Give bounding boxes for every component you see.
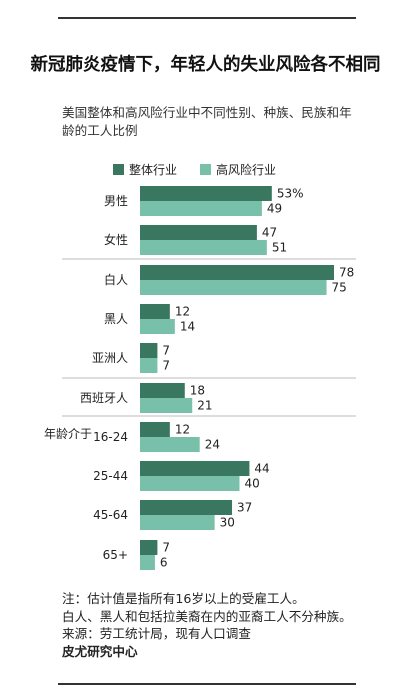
age-group-label: 年龄介于 [44,427,92,441]
value-label-high-risk-age-25-44: 40 [244,477,259,491]
value-label-high-risk-hispanic: 21 [197,399,212,413]
group-dividers [62,258,356,417]
value-label-overall-male: 53% [277,187,304,201]
bar-high-risk-age-45-64 [140,515,215,530]
value-label-overall-female: 47 [262,226,277,240]
legend-swatch-overall [113,164,124,175]
category-label-age-25-44: 25-44 [93,469,128,483]
value-label-overall-age-25-44: 44 [254,462,269,476]
bar-overall-age-65-plus [140,540,158,555]
bar-overall-age-16-24 [140,422,170,437]
footer: 注：估计值是指所有16岁以上的受雇工人。 白人、黑人和包括拉美裔在内的亚裔工人不… [62,590,407,660]
chart-subtitle: 美国整体和高风险行业中不同性别、种族、民族和年龄的工人比例 [62,105,352,138]
bottom-rule [58,683,356,685]
bar-high-risk-female [140,240,267,255]
category-label-age-45-64: 45-64 [93,508,128,522]
chart-title: 新冠肺炎疫情下，年轻人的失业风险各不相同 [30,55,381,75]
category-label-white: 白人 [104,272,128,287]
category-label-hispanic: 西班牙人 [80,391,128,405]
bar-high-risk-asian [140,358,158,373]
legend-label-overall: 整体行业 [129,162,177,177]
bar-overall-age-45-64 [140,500,233,515]
value-label-overall-age-65-plus: 7 [162,541,170,555]
bar-overall-white [140,265,334,280]
legend-swatch-high-risk [200,164,211,175]
value-label-high-risk-asian: 7 [162,359,170,373]
bar-high-risk-age-16-24 [140,437,200,452]
bar-high-risk-white [140,280,327,295]
top-rule [58,17,356,19]
value-label-high-risk-female: 51 [272,241,287,255]
category-label-black: 黑人 [104,312,128,326]
bar-high-risk-black [140,319,175,334]
bar-overall-hispanic [140,383,185,398]
value-label-overall-age-16-24: 12 [175,423,190,437]
category-label-female: 女性 [104,232,128,247]
value-label-high-risk-age-16-24: 24 [205,438,220,452]
bar-high-risk-age-65-plus [140,555,155,570]
legend: 整体行业 高风险行业 [113,162,276,177]
category-label-age-65-plus: 65+ [103,548,128,562]
bar-overall-male [140,186,272,201]
value-label-overall-black: 12 [175,305,190,319]
legend-label-high-risk: 高风险行业 [216,162,276,177]
category-label-male: 男性 [104,194,128,208]
note-line: 白人、黑人和包括拉美裔在内的亚裔工人不分种族。 [62,608,352,624]
source-organization: 皮尤研究中心 [62,643,138,659]
source-line: 来源：劳工统计局，现有人口调查 [62,626,251,642]
bar-high-risk-male [140,201,262,216]
value-label-overall-asian: 7 [162,344,170,358]
value-label-high-risk-male: 49 [267,202,282,216]
bars-layer: 男性53%49女性4751白人7875黑人1214亚洲人77西班牙人182116… [80,186,354,570]
bar-overall-female [140,225,257,240]
value-label-overall-white: 78 [339,266,354,280]
category-label-age-16-24: 16-24 [93,430,128,444]
bar-overall-black [140,304,170,319]
value-label-high-risk-age-65-plus: 6 [160,556,168,570]
value-label-high-risk-age-45-64: 30 [220,516,235,530]
value-label-overall-age-45-64: 37 [237,501,252,515]
bar-chart: 整体行业 高风险行业 年龄介于 男性53%49女性4751白人7875黑人121… [44,162,356,570]
bar-overall-asian [140,343,158,358]
bar-overall-age-25-44 [140,461,250,476]
category-label-asian: 亚洲人 [92,351,128,365]
value-label-high-risk-black: 14 [180,320,195,334]
value-label-high-risk-white: 75 [332,281,347,295]
bar-high-risk-hispanic [140,398,193,413]
value-label-overall-hispanic: 18 [190,384,205,398]
bar-high-risk-age-25-44 [140,476,240,491]
note-line: 注：估计值是指所有16岁以上的受雇工人。 [62,591,305,606]
